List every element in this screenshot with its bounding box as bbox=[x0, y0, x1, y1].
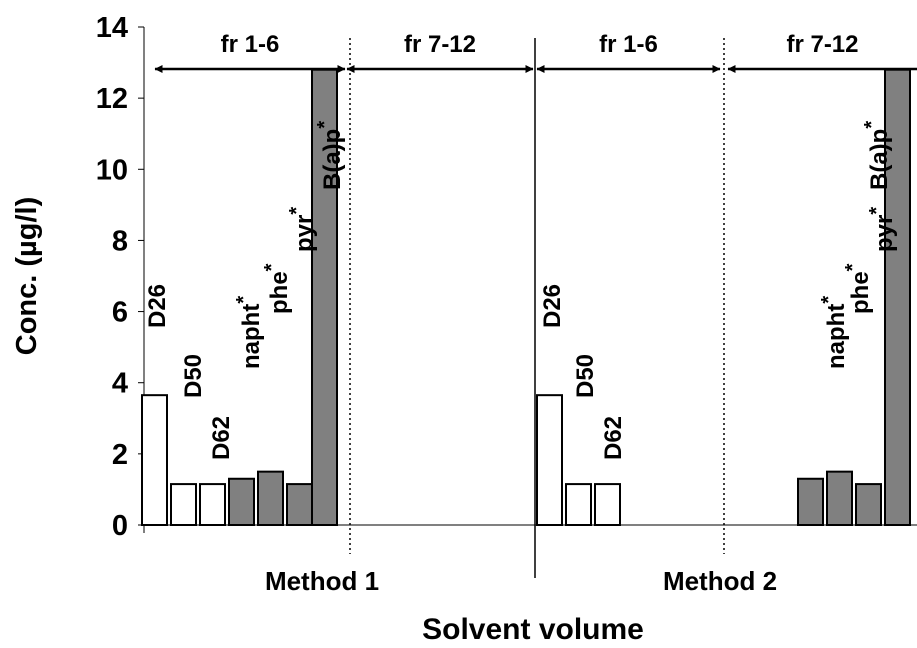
bar-label-text: napht* bbox=[233, 296, 265, 369]
fraction-range-label: fr 1-6 bbox=[599, 31, 658, 58]
bar-label-text: D50 bbox=[180, 354, 207, 398]
bar-label-text: D62 bbox=[600, 416, 627, 460]
bar-label-asterisk: * bbox=[261, 263, 283, 271]
labels-layer: 0 2 4 6 8 10 12 14 fr 1-6 fr 7-12 fr 1-6 fr 7-12 Met… bbox=[96, 12, 898, 596]
group-label: Method 1 bbox=[265, 566, 379, 596]
bar-label: D50 bbox=[572, 354, 599, 398]
bar-label-text: B(a)p* bbox=[861, 121, 893, 190]
y-tick-label: 10 bbox=[96, 154, 128, 186]
bar-label-text: B(a)p* bbox=[314, 121, 346, 190]
bar bbox=[594, 483, 621, 527]
bar bbox=[141, 394, 168, 526]
bar bbox=[826, 470, 853, 526]
bar bbox=[311, 68, 338, 527]
bar bbox=[199, 483, 226, 527]
bar-label: D62 bbox=[208, 416, 235, 460]
y-tick-label: 0 bbox=[112, 510, 128, 542]
bar-label: napht* bbox=[233, 296, 265, 369]
bar-label: D26 bbox=[144, 284, 171, 328]
bar bbox=[797, 477, 824, 526]
bar-label-text: D26 bbox=[539, 284, 566, 328]
bar-label: D26 bbox=[539, 284, 566, 328]
bar-label: D62 bbox=[600, 416, 627, 460]
bar-label-text: napht* bbox=[818, 296, 850, 369]
bar-label-asterisk: * bbox=[818, 296, 840, 304]
bar-label: B(a)p* bbox=[861, 121, 893, 190]
bar-label: phe* bbox=[261, 263, 293, 314]
y-tick-label: 2 bbox=[112, 439, 128, 471]
y-axis-label: Conc. (µg/l) bbox=[11, 197, 43, 355]
bar bbox=[228, 477, 255, 526]
fraction-range-label: fr 7-12 bbox=[404, 31, 476, 58]
y-tick-label: 12 bbox=[96, 83, 128, 115]
y-tick-label: 4 bbox=[112, 368, 128, 400]
bar bbox=[565, 483, 592, 527]
bar-label-asterisk: * bbox=[314, 121, 336, 129]
bar-label: B(a)p* bbox=[314, 121, 346, 190]
bar-label-asterisk: * bbox=[866, 207, 888, 215]
bar bbox=[884, 68, 911, 527]
bar-label-asterisk: * bbox=[233, 296, 255, 304]
bar-label-text: phe* bbox=[842, 263, 874, 314]
bar bbox=[855, 483, 882, 527]
fraction-range-label: fr 1-6 bbox=[221, 31, 280, 58]
bar bbox=[536, 394, 563, 526]
bar bbox=[286, 483, 313, 527]
bars-layer bbox=[141, 68, 911, 527]
bar-label: phe* bbox=[842, 263, 874, 314]
bar-label-asterisk: * bbox=[842, 263, 864, 271]
bar-label-text: D26 bbox=[144, 284, 171, 328]
x-axis-label: Solvent volume bbox=[422, 613, 644, 646]
bar-label: D50 bbox=[180, 354, 207, 398]
bar bbox=[257, 470, 284, 526]
bar-label-text: phe* bbox=[261, 263, 293, 314]
bar-label-text: D50 bbox=[572, 354, 599, 398]
y-tick-label: 8 bbox=[112, 225, 128, 257]
group-label: Method 2 bbox=[663, 566, 777, 596]
y-tick-label: 6 bbox=[112, 297, 128, 329]
bar-label-asterisk: * bbox=[861, 121, 883, 129]
bar-label: napht* bbox=[818, 296, 850, 369]
bar-label-asterisk: * bbox=[286, 207, 308, 215]
bar-label-text: D62 bbox=[208, 416, 235, 460]
bar bbox=[170, 483, 197, 527]
fraction-range-label: fr 7-12 bbox=[786, 31, 858, 58]
y-tick-label: 14 bbox=[96, 12, 128, 44]
